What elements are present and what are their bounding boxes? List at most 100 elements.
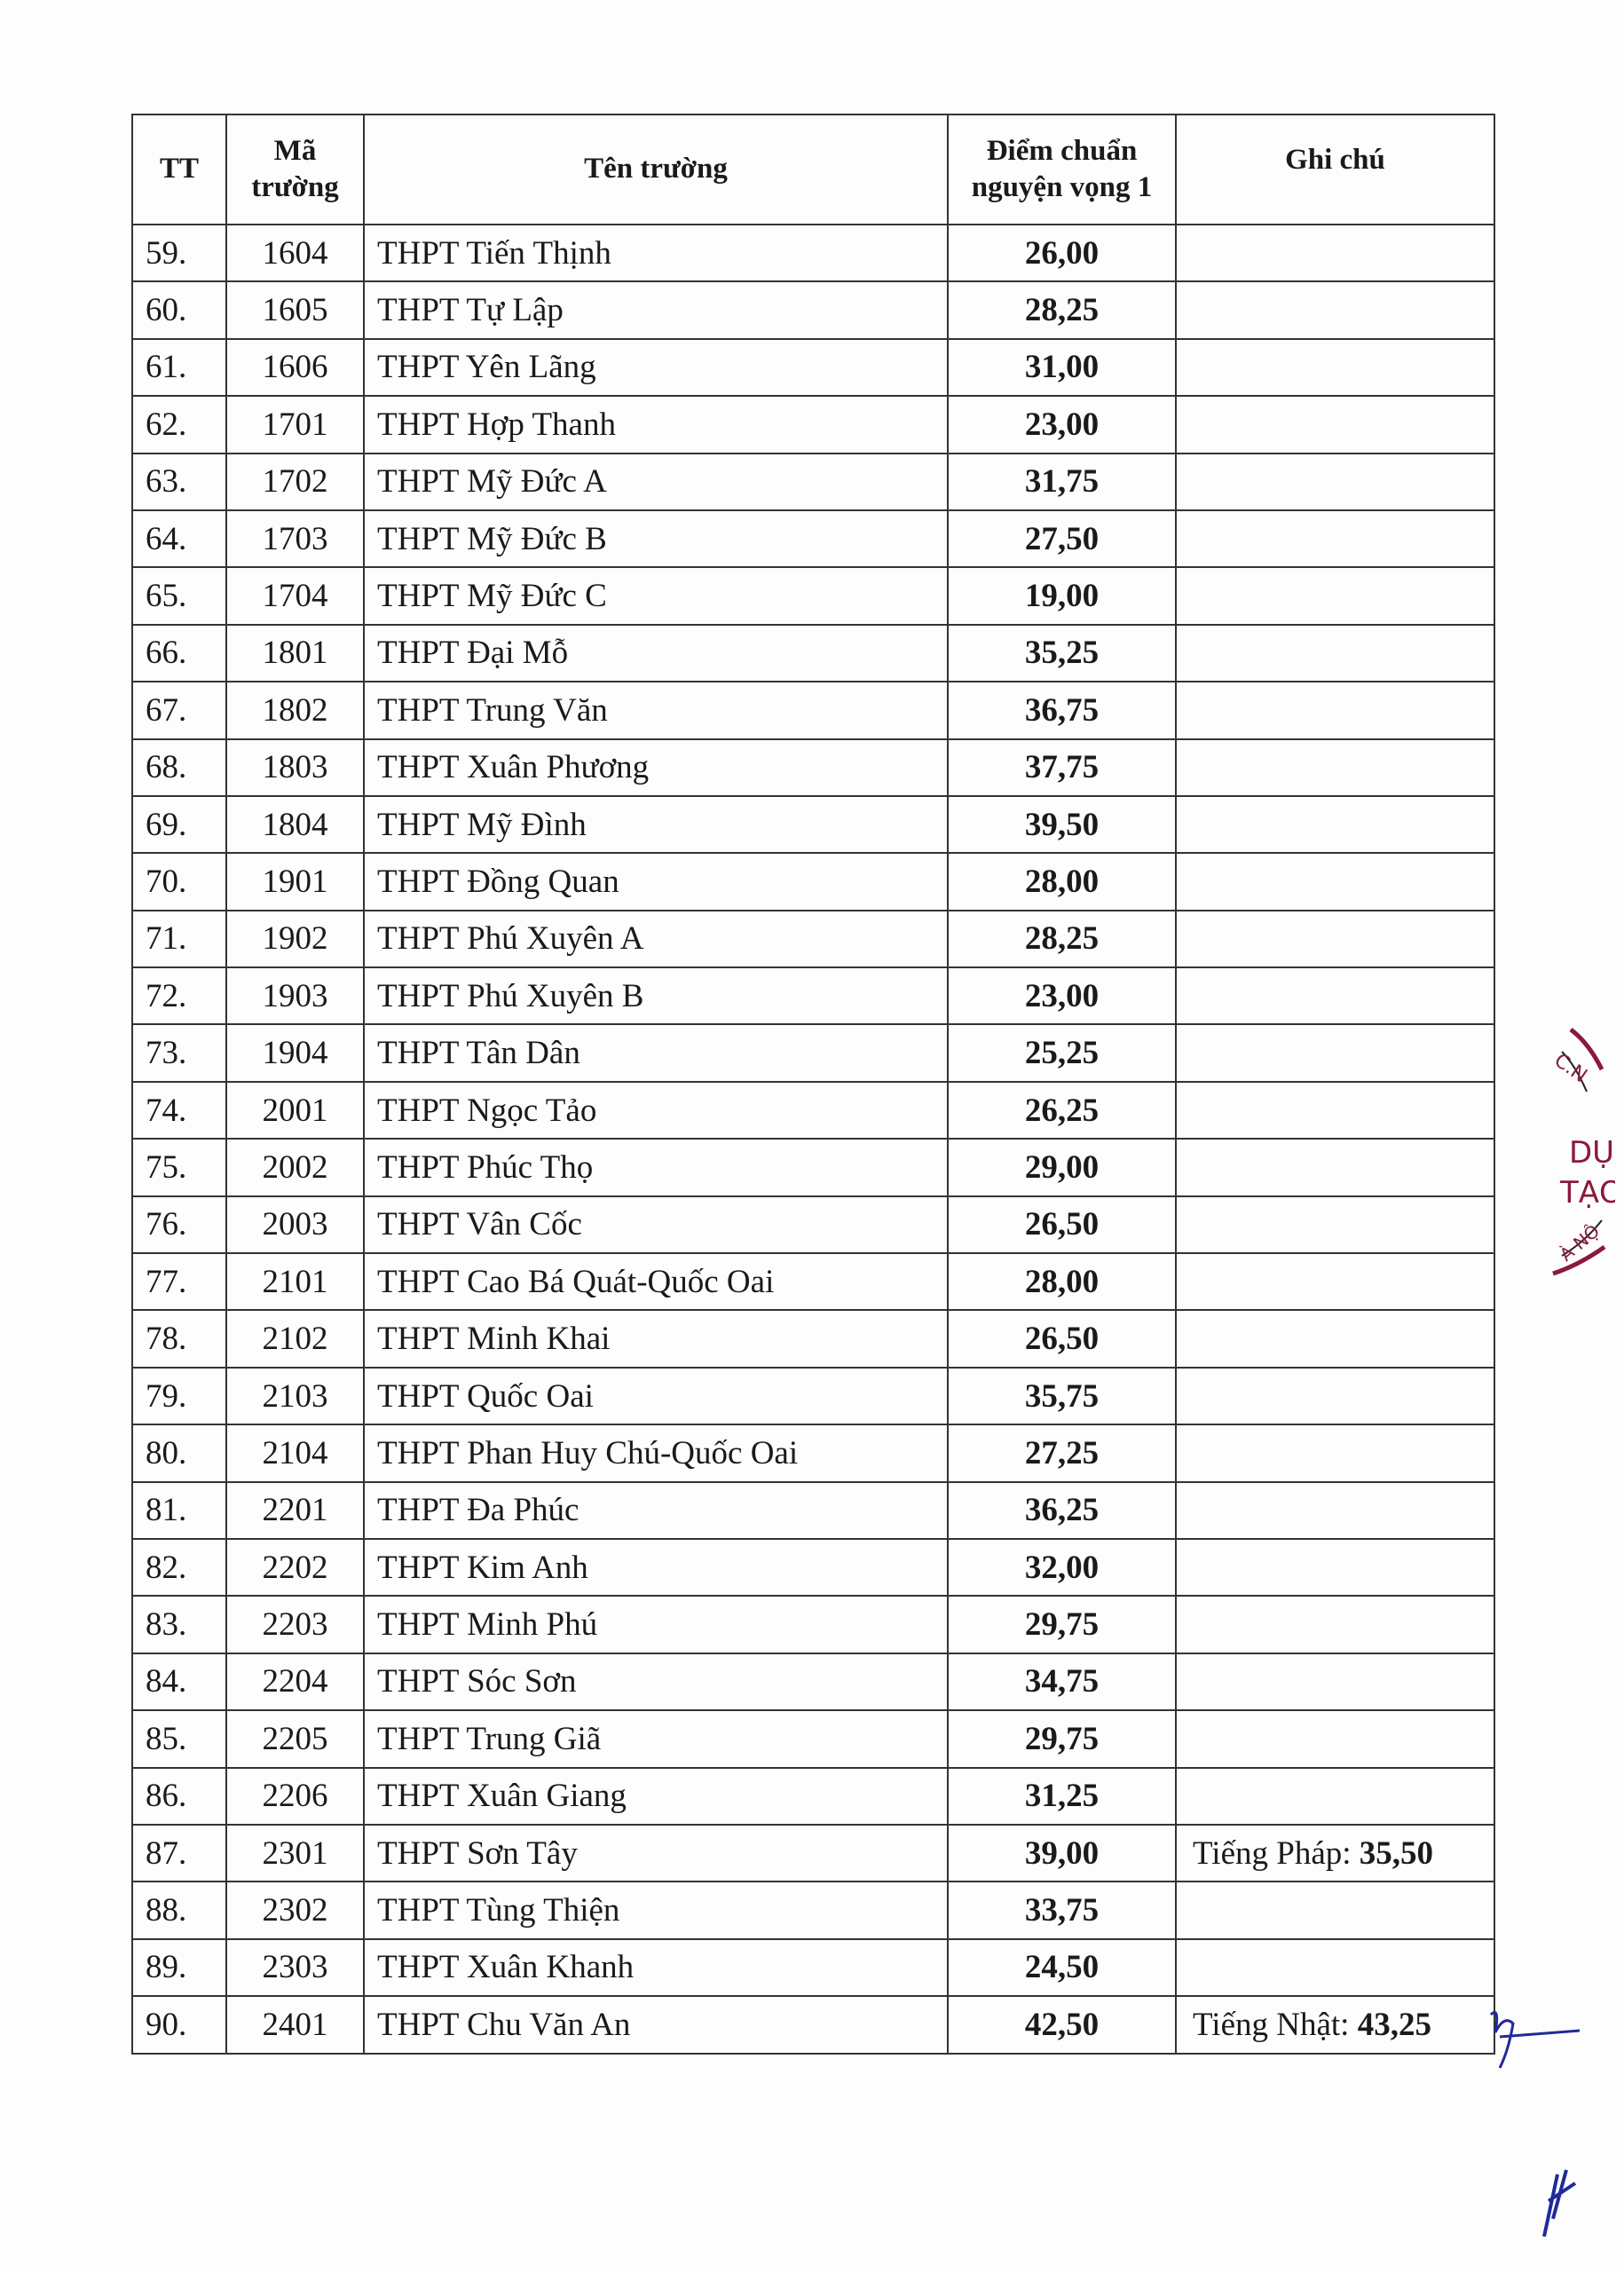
stamp-arcs: C.N DỤ( TẠO À NỘ [1550, 1028, 1624, 1276]
row-tt: 75. [131, 1138, 227, 1197]
note-score: 43,25 [1357, 2006, 1431, 2043]
row-tt: 61. [131, 337, 227, 398]
table-row: 69. 1804 THPT Mỹ Đình 39,50 [131, 794, 1495, 855]
table-row: 64. 1703 THPT Mỹ Đức B 27,50 [131, 509, 1495, 569]
table-row: 82. 2202 THPT Kim Anh 32,00 [131, 1537, 1495, 1598]
row-score: 23,00 [947, 395, 1177, 454]
row-school-code: 2301 [225, 1823, 365, 1883]
row-score: 29,75 [947, 1709, 1177, 1769]
row-score: 35,75 [947, 1366, 1177, 1426]
row-school-code: 2303 [225, 1937, 365, 1998]
row-note [1175, 1080, 1495, 1140]
header-school-name: Tên trường [363, 114, 949, 225]
row-school-name: THPT Đồng Quan [363, 852, 949, 911]
row-school-name: THPT Tân Dân [363, 1023, 949, 1083]
row-tt: 78. [131, 1309, 227, 1369]
row-school-code: 1605 [225, 280, 365, 340]
row-school-name: THPT Trung Văn [363, 681, 949, 740]
row-school-code: 1604 [225, 223, 365, 283]
row-note [1175, 1595, 1495, 1654]
signature-initials-bottom [1542, 2169, 1577, 2237]
row-score: 31,25 [947, 1766, 1177, 1826]
row-tt: 88. [131, 1881, 227, 1940]
row-tt: 90. [131, 1995, 227, 2055]
row-score: 29,00 [947, 1138, 1177, 1197]
header-note: Ghi chú [1175, 114, 1495, 225]
row-note [1175, 1023, 1495, 1083]
table-row: 62. 1701 THPT Hợp Thanh 23,00 [131, 395, 1495, 454]
row-score: 42,50 [947, 1995, 1177, 2055]
table-row: 86. 2206 THPT Xuân Giang 31,25 [131, 1766, 1495, 1826]
row-tt: 69. [131, 794, 227, 855]
table-row: 63. 1702 THPT Mỹ Đức A 31,75 [131, 452, 1495, 511]
row-score: 19,00 [947, 566, 1177, 626]
note-score: 35,50 [1359, 1834, 1434, 1872]
row-note [1175, 337, 1495, 398]
signature-initials [1489, 2011, 1581, 2069]
row-school-code: 1903 [225, 966, 365, 1026]
row-school-name: THPT Ngọc Tảo [363, 1080, 949, 1140]
row-note [1175, 1881, 1495, 1940]
row-tt: 76. [131, 1195, 227, 1255]
row-tt: 87. [131, 1823, 227, 1883]
row-tt: 63. [131, 452, 227, 511]
row-score: 39,50 [947, 794, 1177, 855]
row-score: 28,25 [947, 280, 1177, 340]
row-score: 36,25 [947, 1480, 1177, 1540]
table-row: 76. 2003 THPT Vân Cốc 26,50 [131, 1195, 1495, 1255]
table-row: 87. 2301 THPT Sơn Tây 39,00 Tiếng Pháp: 35,5… [131, 1823, 1495, 1883]
row-school-code: 2203 [225, 1595, 365, 1654]
row-score: 29,75 [947, 1595, 1177, 1654]
svg-text:TẠO: TẠO [1559, 1175, 1615, 1211]
row-school-name: THPT Tự Lập [363, 280, 949, 340]
row-note [1175, 1252, 1495, 1312]
row-tt: 72. [131, 966, 227, 1026]
row-note [1175, 452, 1495, 511]
row-tt: 71. [131, 909, 227, 969]
row-school-name: THPT Xuân Khanh [363, 1937, 949, 1998]
row-score: 27,50 [947, 509, 1177, 569]
table-row: 68. 1803 THPT Xuân Phương 37,75 [131, 738, 1495, 797]
row-school-code: 2401 [225, 1995, 365, 2055]
row-tt: 80. [131, 1424, 227, 1483]
row-school-code: 2104 [225, 1424, 365, 1483]
row-note [1175, 1424, 1495, 1483]
note-label: Tiếng Pháp: [1193, 1834, 1360, 1872]
row-school-code: 2003 [225, 1195, 365, 1255]
row-tt: 64. [131, 509, 227, 569]
header-score: Điểm chuẩn nguyện vọng 1 [947, 114, 1177, 225]
row-score: 26,00 [947, 223, 1177, 283]
row-school-code: 2001 [225, 1080, 365, 1140]
row-school-name: THPT Tiến Thịnh [363, 223, 949, 283]
row-school-name: THPT Cao Bá Quát-Quốc Oai [363, 1252, 949, 1312]
row-note [1175, 1766, 1495, 1826]
table-row: 80. 2104 THPT Phan Huy Chú-Quốc Oai 27,25 [131, 1424, 1495, 1483]
row-school-code: 1701 [225, 395, 365, 454]
row-note [1175, 1537, 1495, 1598]
row-school-name: THPT Trung Giã [363, 1709, 949, 1769]
row-tt: 85. [131, 1709, 227, 1769]
row-note [1175, 738, 1495, 797]
row-school-name: THPT Mỹ Đình [363, 794, 949, 855]
svg-text:C.N: C.N [1550, 1049, 1591, 1087]
row-note [1175, 623, 1495, 683]
table-row: 74. 2001 THPT Ngọc Tảo 26,25 [131, 1080, 1495, 1140]
table-row: 73. 1904 THPT Tân Dân 25,25 [131, 1023, 1495, 1083]
row-tt: 81. [131, 1480, 227, 1540]
table-row: 72. 1903 THPT Phú Xuyên B 23,00 [131, 966, 1495, 1026]
row-score: 28,00 [947, 852, 1177, 911]
row-score: 26,25 [947, 1080, 1177, 1140]
row-score: 25,25 [947, 1023, 1177, 1083]
table-row: 78. 2102 THPT Minh Khai 26,50 [131, 1309, 1495, 1369]
row-tt: 89. [131, 1937, 227, 1998]
row-note [1175, 1138, 1495, 1197]
row-school-code: 1703 [225, 509, 365, 569]
table-row: 90. 2401 THPT Chu Văn An 42,50 Tiếng Nhật: 4… [131, 1995, 1495, 2055]
row-school-name: THPT Mỹ Đức A [363, 452, 949, 511]
table-row: 89. 2303 THPT Xuân Khanh 24,50 [131, 1937, 1495, 1998]
table-row: 85. 2205 THPT Trung Giã 29,75 [131, 1709, 1495, 1769]
row-tt: 79. [131, 1366, 227, 1426]
row-note [1175, 681, 1495, 740]
row-school-code: 1804 [225, 794, 365, 855]
row-score: 36,75 [947, 681, 1177, 740]
